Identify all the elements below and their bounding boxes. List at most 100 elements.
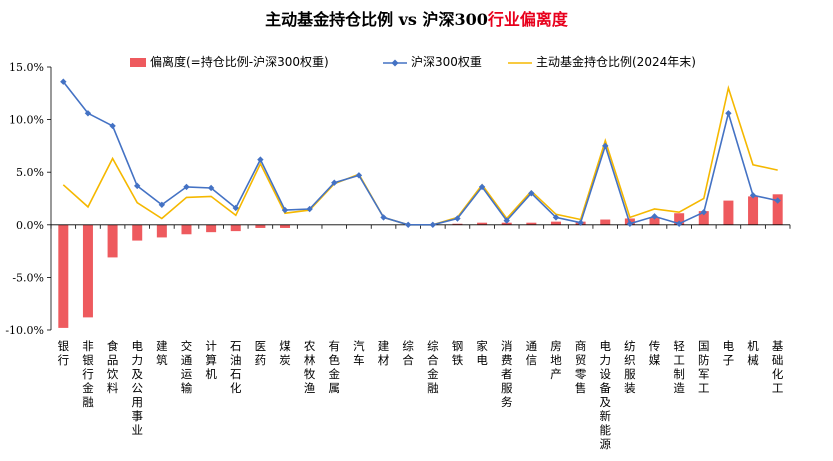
x-category-label: 电力及公用事业 (131, 339, 143, 437)
point-hs300 (429, 221, 437, 228)
x-category-label: 医药 (255, 339, 267, 367)
x-category-label: 电力设备及新能源 (600, 339, 612, 451)
bar-deviation (452, 223, 463, 225)
y-axis: -10.0% -5.0% 0.0% 5.0% 10.0% 15.0% (5, 61, 52, 337)
bar-deviation (156, 224, 167, 238)
x-category-label: 农林牧渔 (304, 339, 316, 395)
y-tick-label: -10.0% (5, 324, 44, 337)
bar-deviation (698, 211, 709, 225)
point-hs300 (257, 156, 264, 163)
bar-deviation (58, 224, 69, 328)
point-hs300 (404, 221, 412, 228)
point-hs300 (602, 142, 609, 150)
x-category-label: 汽车 (353, 339, 365, 367)
x-category-label: 轻工制造 (673, 339, 685, 395)
point-hs300 (306, 205, 313, 213)
point-hs300 (700, 208, 707, 216)
x-category-label: 机械 (747, 339, 759, 367)
x-category-label: 传媒 (649, 339, 661, 367)
x-category-label: 银行 (58, 339, 70, 367)
bar-deviation (132, 224, 143, 241)
x-category-label: 煤炭 (279, 339, 291, 367)
y-tick-label: -5.0% (12, 271, 44, 284)
point-hs300 (281, 206, 289, 214)
chart-title-accent: 行业偏离度 (487, 10, 568, 29)
chart-title: 主动基金持仓比例 vs 沪深300行业偏离度 (0, 6, 833, 30)
legend-marker-hs300 (391, 59, 399, 67)
bar-deviation (107, 224, 118, 258)
point-hs300 (774, 197, 781, 204)
x-category-label: 房地产 (550, 339, 562, 381)
point-hs300 (503, 217, 510, 224)
y-tick-label: 10.0% (9, 114, 44, 127)
x-category-label: 石油石化 (230, 339, 242, 395)
bar-deviation (206, 224, 217, 233)
bar-deviation (550, 221, 561, 225)
point-hs300 (478, 183, 486, 191)
y-tick-label: 0.0% (16, 219, 44, 232)
point-hs300 (552, 214, 560, 221)
point-hs300 (626, 220, 634, 227)
point-hs300 (651, 213, 658, 220)
legend-swatch-deviation (130, 58, 146, 67)
bar-deviation (674, 213, 685, 225)
point-hs300 (158, 201, 166, 209)
bar-deviation (526, 222, 537, 225)
x-category-label: 钢铁 (452, 339, 464, 367)
point-hs300 (207, 184, 215, 192)
point-hs300 (454, 215, 461, 222)
x-category-label: 有色金属 (329, 339, 341, 395)
x-category-label: 电子 (723, 339, 735, 367)
bar-deviation (82, 224, 93, 318)
x-category-label: 非银行金融 (82, 339, 94, 409)
point-hs300 (183, 183, 190, 191)
point-hs300 (84, 110, 92, 117)
x-category-label: 综合 (402, 339, 414, 367)
point-hs300 (134, 182, 141, 190)
x-category-label: 商贸零售 (575, 339, 587, 395)
x-category-label: 建筑 (156, 339, 168, 367)
legend-label-hs300: 沪深300权重 (411, 55, 482, 69)
x-category-label: 通信 (526, 339, 538, 367)
legend-label-fund: 主动基金持仓比例(2024年末) (536, 54, 696, 69)
point-hs300 (380, 214, 387, 221)
bar-deviation (230, 224, 241, 232)
point-hs300 (109, 122, 116, 130)
point-hs300 (355, 172, 363, 179)
bar-deviation (280, 224, 291, 228)
x-category-label: 建材 (378, 339, 390, 367)
point-hs300 (331, 179, 338, 186)
legend: 偏离度(=持仓比例-沪深300权重) 沪深300权重 主动基金持仓比例(2024年末… (130, 54, 696, 69)
bar-deviation (477, 222, 488, 225)
x-category-label: 国防军工 (698, 339, 710, 395)
point-hs300 (749, 192, 757, 199)
x-category-label: 家电 (476, 339, 488, 367)
x-category-label: 消费者服务 (501, 339, 513, 409)
line-hs300-weight (62, 81, 778, 226)
x-category-label: 纺织服装 (624, 339, 636, 395)
bar-deviation (181, 224, 192, 235)
bar-deviation (600, 219, 611, 225)
y-tick-label: 5.0% (16, 166, 44, 179)
y-tick-label: 15.0% (9, 61, 44, 74)
point-hs300 (528, 190, 535, 197)
legend-label-deviation: 偏离度(=持仓比例-沪深300权重) (150, 54, 329, 69)
point-hs300 (725, 110, 732, 117)
lines (60, 78, 781, 228)
x-category-label: 食品饮料 (107, 339, 119, 395)
bar-deviation (255, 224, 266, 228)
bar-deviation (649, 217, 660, 225)
point-hs300 (60, 78, 67, 85)
chart-title-main: 主动基金持仓比例 vs 沪深300 (265, 10, 488, 29)
point-hs300 (577, 219, 584, 226)
bar-deviation (723, 200, 734, 225)
line-fund-holding (62, 84, 778, 226)
point-hs300 (675, 220, 683, 227)
x-category-label: 计算机 (205, 339, 217, 381)
bar-deviation (748, 196, 759, 225)
x-category-label: 基础化工 (772, 339, 784, 395)
x-category-label: 交通运输 (181, 339, 193, 395)
x-category-label: 综合金融 (427, 339, 439, 395)
